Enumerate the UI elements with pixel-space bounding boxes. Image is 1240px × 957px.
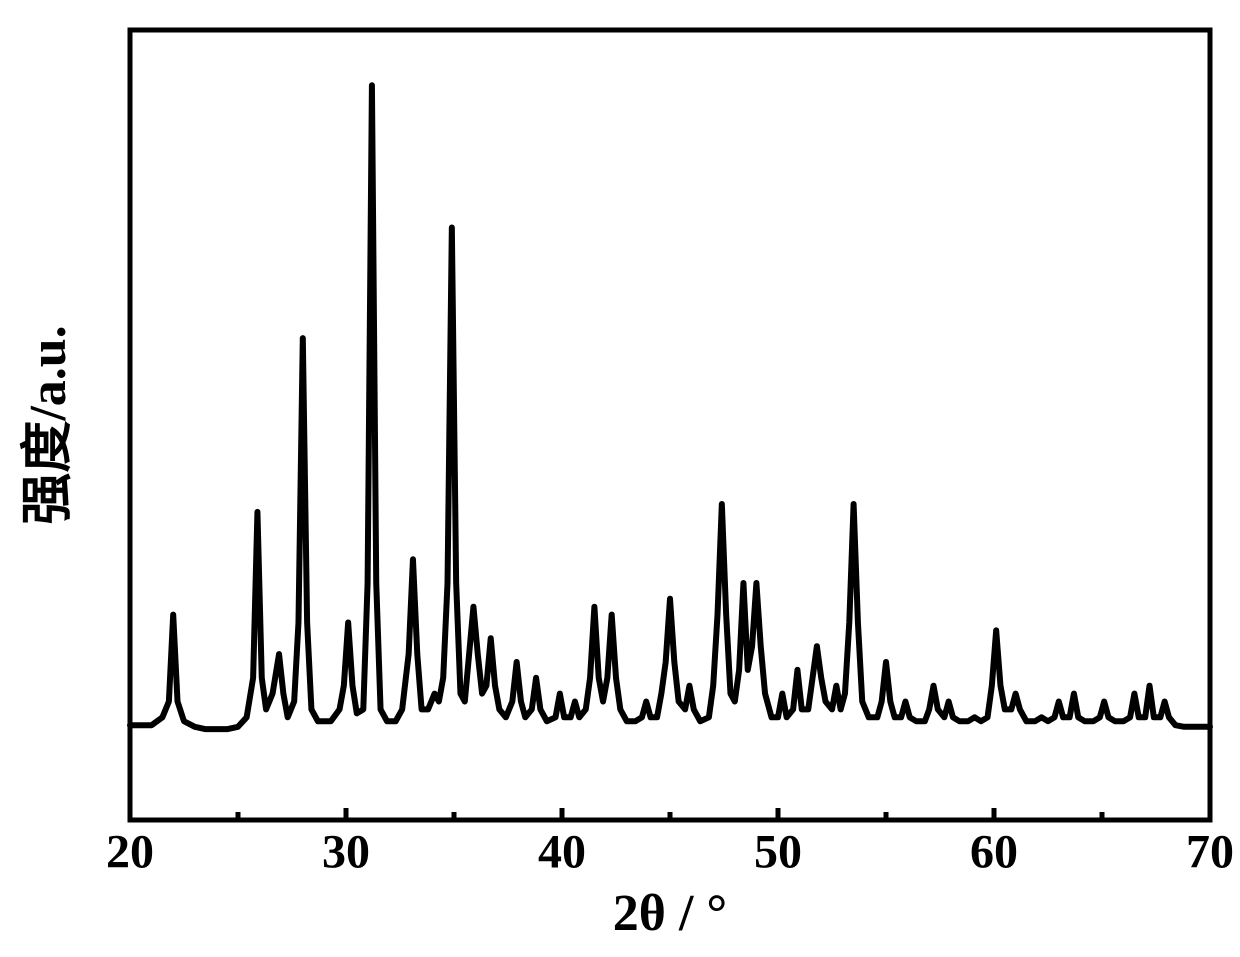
xrd-pattern-line bbox=[130, 85, 1210, 729]
xrd-chart: 20 30 40 50 60 70 2θ / ° 强度/a.u. bbox=[0, 0, 1240, 957]
x-axis-title: 2θ / ° bbox=[613, 885, 727, 942]
x-tick-label: 20 bbox=[106, 826, 154, 879]
y-axis-title: 强度/a.u. bbox=[19, 325, 77, 524]
x-tick-label: 50 bbox=[754, 826, 802, 879]
x-tick-label: 40 bbox=[538, 826, 586, 879]
x-tick-label: 60 bbox=[970, 826, 1018, 879]
x-tick-label: 70 bbox=[1186, 826, 1234, 879]
x-tick-label: 30 bbox=[322, 826, 370, 879]
chart-svg: 20 30 40 50 60 70 2θ / ° 强度/a.u. bbox=[0, 0, 1240, 957]
